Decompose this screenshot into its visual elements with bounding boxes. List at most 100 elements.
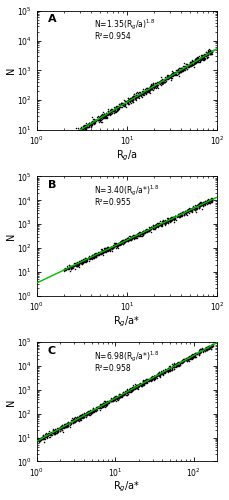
Point xyxy=(199,56,202,64)
Point xyxy=(137,92,141,100)
Point xyxy=(170,66,173,74)
Point xyxy=(208,50,212,58)
Point xyxy=(91,253,95,261)
Point xyxy=(126,100,130,108)
Point xyxy=(184,356,187,364)
Point xyxy=(100,249,103,257)
Point xyxy=(152,374,155,382)
Point xyxy=(133,231,137,239)
Point xyxy=(172,215,175,223)
Point xyxy=(103,400,107,407)
Point xyxy=(71,261,74,269)
Point xyxy=(175,358,179,366)
Point xyxy=(210,194,213,202)
Point xyxy=(130,383,134,391)
Point xyxy=(140,87,144,95)
Point xyxy=(139,380,142,388)
Point xyxy=(132,94,136,102)
Point xyxy=(145,376,149,384)
Point xyxy=(176,213,180,221)
Point xyxy=(62,265,65,273)
Point xyxy=(91,406,95,414)
Point xyxy=(153,222,157,230)
Point xyxy=(196,202,199,210)
Point xyxy=(170,70,174,78)
Point xyxy=(186,206,190,214)
Point xyxy=(189,59,193,67)
Point xyxy=(155,79,159,87)
Point xyxy=(134,384,138,392)
Point xyxy=(202,56,205,64)
Point xyxy=(192,353,196,361)
Point xyxy=(83,409,87,417)
Point xyxy=(104,398,108,406)
Point xyxy=(151,222,155,230)
Point xyxy=(187,354,191,362)
Point xyxy=(60,422,64,430)
Point xyxy=(163,368,166,376)
Point xyxy=(95,116,99,124)
Point xyxy=(80,257,84,265)
Point xyxy=(131,384,135,392)
Point xyxy=(93,250,96,258)
Point xyxy=(142,228,146,236)
Point xyxy=(186,209,190,217)
Point xyxy=(200,200,204,207)
Point xyxy=(123,234,127,242)
Point xyxy=(89,408,93,416)
Point xyxy=(100,110,104,118)
Point xyxy=(161,218,164,226)
Point xyxy=(109,396,113,404)
Point xyxy=(206,342,210,350)
Point xyxy=(103,112,106,120)
Point xyxy=(149,85,153,93)
Point xyxy=(85,121,88,129)
Point xyxy=(207,46,211,54)
Point xyxy=(195,349,198,357)
Point xyxy=(109,244,112,252)
Point xyxy=(120,104,123,112)
Point xyxy=(76,259,80,267)
Point xyxy=(112,242,115,250)
Point xyxy=(62,421,65,429)
Point xyxy=(118,238,122,246)
Point xyxy=(92,115,95,123)
Point xyxy=(185,353,189,361)
Point xyxy=(45,432,49,440)
Point xyxy=(92,249,96,257)
Point xyxy=(102,244,106,252)
Point xyxy=(150,373,154,381)
Point xyxy=(177,358,180,366)
Point xyxy=(76,258,80,266)
Point xyxy=(37,436,41,444)
Point xyxy=(143,88,147,96)
Point xyxy=(157,220,161,228)
Point xyxy=(170,70,174,78)
Point xyxy=(72,416,75,424)
Point xyxy=(173,214,177,222)
Point xyxy=(128,386,131,394)
Point xyxy=(45,432,48,440)
Point xyxy=(153,222,157,230)
Point xyxy=(161,218,165,226)
Point xyxy=(78,258,82,266)
Point xyxy=(122,238,126,246)
Point xyxy=(160,220,163,228)
Point xyxy=(66,261,70,269)
Point xyxy=(200,52,203,60)
Point xyxy=(206,46,210,54)
Point xyxy=(106,245,110,253)
Point xyxy=(152,82,155,90)
Point xyxy=(81,413,85,421)
Point xyxy=(125,236,129,244)
Point xyxy=(190,206,194,214)
Point xyxy=(142,379,145,387)
Point xyxy=(139,89,143,97)
Point xyxy=(186,355,189,363)
Point xyxy=(133,94,136,102)
Point xyxy=(82,410,85,418)
Point xyxy=(151,224,155,232)
Point xyxy=(158,373,161,381)
Point xyxy=(109,244,112,252)
Point xyxy=(145,87,149,95)
